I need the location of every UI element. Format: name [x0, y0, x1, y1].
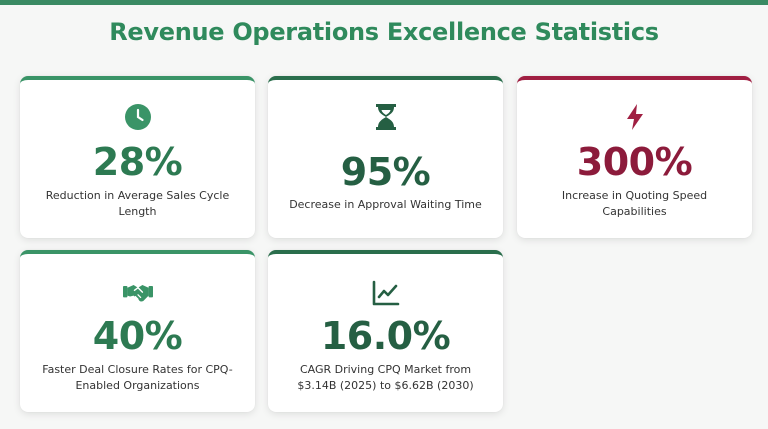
stat-value: 40%	[92, 314, 183, 358]
stat-description: Faster Deal Closure Rates for CPQ-Enable…	[42, 363, 233, 392]
page-title: Revenue Operations Excellence Statistics	[109, 18, 659, 46]
stat-value: 300%	[576, 140, 693, 184]
stat-description: Decrease in Approval Waiting Time	[289, 198, 482, 211]
stat-value: 16.0%	[320, 314, 451, 358]
stat-value: 28%	[92, 140, 183, 184]
stat-description: Reduction in Average Sales Cycle Length	[45, 189, 230, 218]
handshake-icon	[122, 278, 153, 308]
stat-description: Increase in Quoting Speed Capabilities	[561, 189, 708, 218]
top-accent-bar	[0, 0, 768, 5]
stat-card-approval-time: 95% Decrease in Approval Waiting Time	[268, 76, 503, 238]
trend-chart-icon	[371, 278, 401, 308]
stat-card-deal-closure: 40% Faster Deal Closure Rates for CPQ-En…	[20, 250, 255, 412]
stat-card-quoting-speed: 300% Increase in Quoting Speed Capabilit…	[517, 76, 752, 238]
clock-icon	[123, 102, 153, 132]
stat-card-cpq-market: 16.0% CAGR Driving CPQ Market from $3.14…	[268, 250, 503, 412]
lightning-icon	[620, 102, 650, 132]
stat-description: CAGR Driving CPQ Market from $3.14B (202…	[297, 363, 474, 392]
hourglass-icon	[371, 102, 401, 132]
stat-value: 95%	[340, 150, 431, 194]
stat-card-sales-cycle: 28% Reduction in Average Sales Cycle Len…	[20, 76, 255, 238]
